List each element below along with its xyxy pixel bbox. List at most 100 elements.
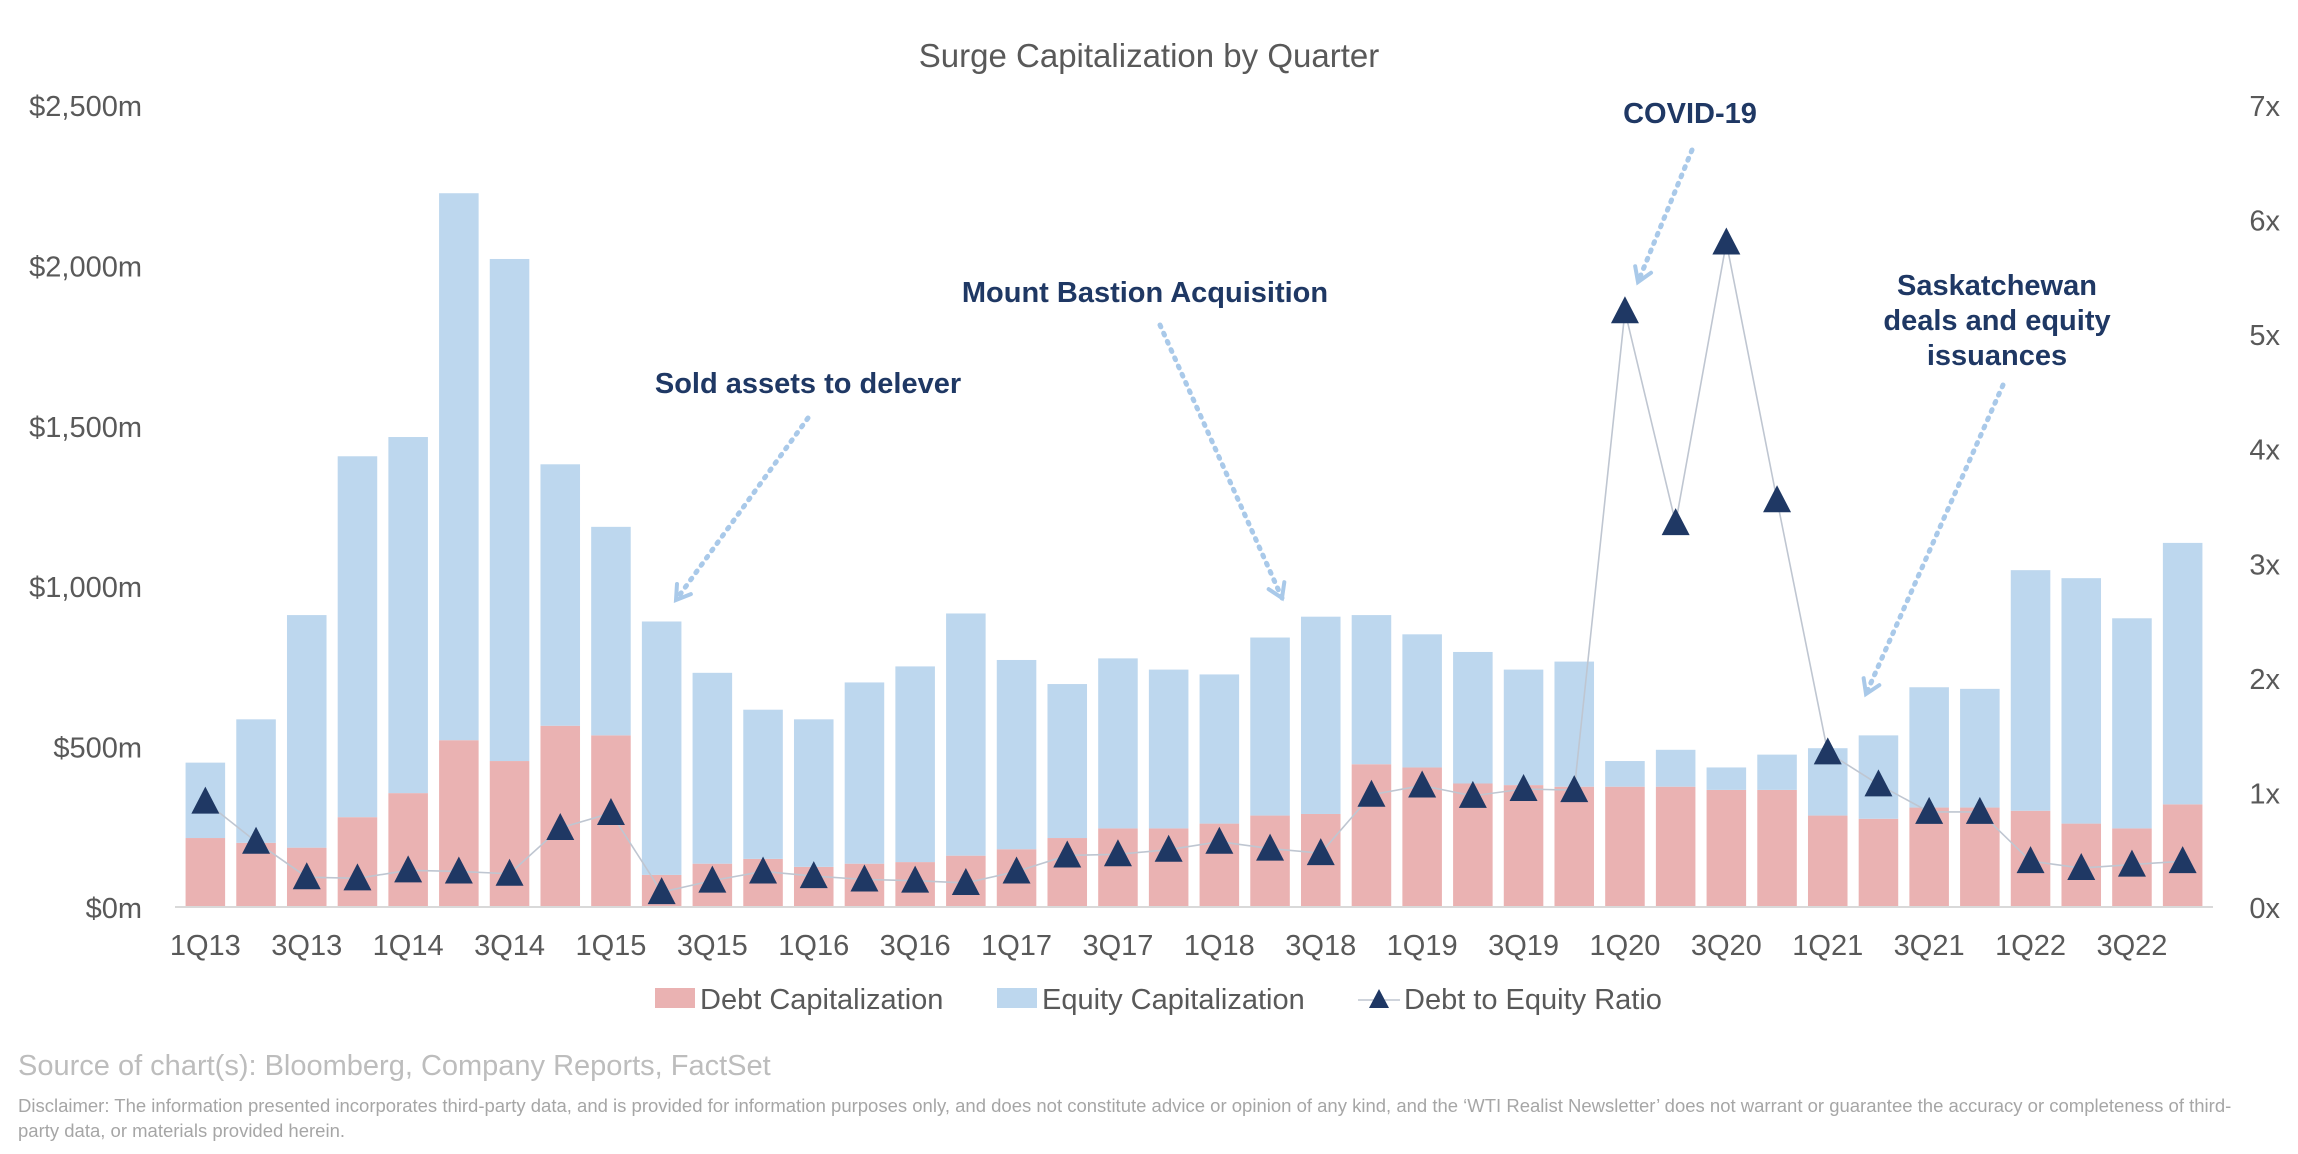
ratio-marker <box>799 861 828 889</box>
ratio-marker <box>191 786 220 814</box>
debt-bar <box>388 793 428 907</box>
right-axis-tick-label: 0x <box>2249 893 2280 925</box>
equity-bar <box>1503 669 1544 786</box>
ratio-line <box>204 242 2183 894</box>
equity-bar <box>946 613 986 856</box>
equity-bar <box>236 719 276 843</box>
ratio-marker <box>1256 833 1285 861</box>
left-axis-tick-label: $2,500m <box>29 91 142 123</box>
annotation-arrow-delever <box>673 415 811 603</box>
ratio-marker <box>749 856 778 884</box>
legend-label-equity: Equity Capitalization <box>1042 984 1305 1016</box>
right-axis-tick-label: 5x <box>2249 320 2280 352</box>
x-axis-tick-label: 3Q18 <box>1285 930 1356 962</box>
equity-bar <box>2010 570 2051 811</box>
equity-bar <box>1098 658 1138 829</box>
x-axis-tick-label: 3Q17 <box>1082 930 1153 962</box>
x-axis-tick-label: 3Q15 <box>677 930 748 962</box>
chart-title: Surge Capitalization by Quarter <box>919 37 1379 74</box>
x-axis-tick-label: 3Q14 <box>474 930 545 962</box>
equity-bar <box>1300 616 1341 814</box>
legend-label-ratio: Debt to Equity Ratio <box>1404 984 1662 1016</box>
x-axis-tick-label: 3Q19 <box>1488 930 1559 962</box>
x-axis-tick-label: 1Q19 <box>1387 930 1458 962</box>
equity-bar <box>793 719 834 867</box>
ratio-marker <box>1965 796 1994 824</box>
annotation-arrow-delever-head <box>673 582 693 604</box>
equity-bar <box>1605 761 1645 787</box>
annotation-covid: COVID-19 <box>1623 98 1757 130</box>
debt-bar <box>185 838 226 907</box>
ratio-marker <box>1458 780 1487 808</box>
ratio-marker <box>1661 508 1690 536</box>
equity-bar <box>844 682 885 864</box>
x-axis-tick-label: 3Q13 <box>271 930 342 962</box>
x-axis-tick-label: 1Q18 <box>1184 930 1255 962</box>
equity-bar <box>743 709 783 859</box>
equity-bar <box>1706 767 1747 790</box>
ratio-marker <box>1357 779 1386 807</box>
equity-bar <box>388 437 428 794</box>
equity-bar <box>1960 688 2000 808</box>
annotation-arrow-mount-bastion <box>1157 322 1285 601</box>
equity-bar <box>1199 674 1240 824</box>
annotation-arrow-covid <box>1635 147 1695 285</box>
debt-bar <box>1554 786 1595 907</box>
debt-bar <box>1909 807 1949 907</box>
right-axis-tick-label: 4x <box>2249 435 2280 467</box>
ratio-marker <box>901 865 930 893</box>
ratio-marker <box>2168 846 2197 874</box>
annotation-mount-bastion: Mount Bastion Acquisition <box>962 277 1328 309</box>
ratio-marker <box>2016 846 2045 874</box>
ratio-marker <box>1763 485 1792 513</box>
equity-bar <box>641 621 682 875</box>
ratio-marker <box>1103 839 1132 867</box>
x-axis-tick-label: 3Q22 <box>2096 930 2167 962</box>
debt-bar <box>1655 786 1696 907</box>
annotation-delever: Sold assets to delever <box>655 368 961 400</box>
equity-bar <box>591 526 631 736</box>
ratio-marker <box>1509 773 1538 801</box>
equity-bar <box>996 659 1037 850</box>
ratio-marker <box>394 855 423 883</box>
ratio-marker <box>444 856 473 884</box>
annotation-saskatchewan: Saskatchewan <box>1897 270 2097 302</box>
equity-bar <box>540 464 581 726</box>
annotation-arrow-saskatchewan-head <box>1861 676 1882 698</box>
ratio-marker <box>242 826 271 854</box>
x-axis-tick-label: 1Q20 <box>1589 930 1660 962</box>
annotation-arrow-saskatchewan <box>1863 382 2006 697</box>
x-axis-tick-label: 1Q21 <box>1792 930 1863 962</box>
legend-swatch-debt <box>655 988 695 1008</box>
left-axis-tick-label: $0m <box>86 893 142 925</box>
equity-bar <box>2162 542 2203 805</box>
ratio-marker <box>1306 838 1335 866</box>
x-axis-tick-label: 3Q16 <box>880 930 951 962</box>
source-note: Source of chart(s): Bloomberg, Company R… <box>18 1050 771 1082</box>
ratio-marker <box>1813 737 1842 765</box>
right-axis-tick-label: 1x <box>2249 778 2280 810</box>
ratio-marker <box>1915 796 1944 824</box>
debt-bar <box>1757 789 1797 907</box>
legend-marker-ratio <box>1369 989 1389 1008</box>
ratio-marker <box>546 812 575 840</box>
debt-bar <box>1605 786 1645 907</box>
ratio-marker <box>698 865 727 893</box>
equity-bar <box>286 615 327 848</box>
equity-bar <box>2061 578 2102 824</box>
left-axis-tick-label: $2,000m <box>29 251 142 283</box>
disclaimer-note: Disclaimer: The information presented in… <box>18 1095 2232 1141</box>
left-axis-tick-label: $500m <box>53 733 142 765</box>
ratio-marker <box>2117 849 2146 877</box>
ratio-marker <box>1560 775 1589 803</box>
equity-bar <box>1909 687 1949 808</box>
equity-bar <box>1402 634 1442 768</box>
x-axis-tick-label: 1Q13 <box>170 930 241 962</box>
x-axis-tick-label: 1Q17 <box>981 930 1052 962</box>
ratio-marker <box>1053 840 1082 868</box>
equity-bar <box>1655 749 1696 787</box>
equity-bar <box>1554 661 1595 787</box>
right-axis-tick-label: 7x <box>2249 91 2280 123</box>
chart-svg: Surge Capitalization by Quarter $0m $500m $… <box>29 37 2280 1016</box>
debt-bar <box>1706 789 1747 907</box>
